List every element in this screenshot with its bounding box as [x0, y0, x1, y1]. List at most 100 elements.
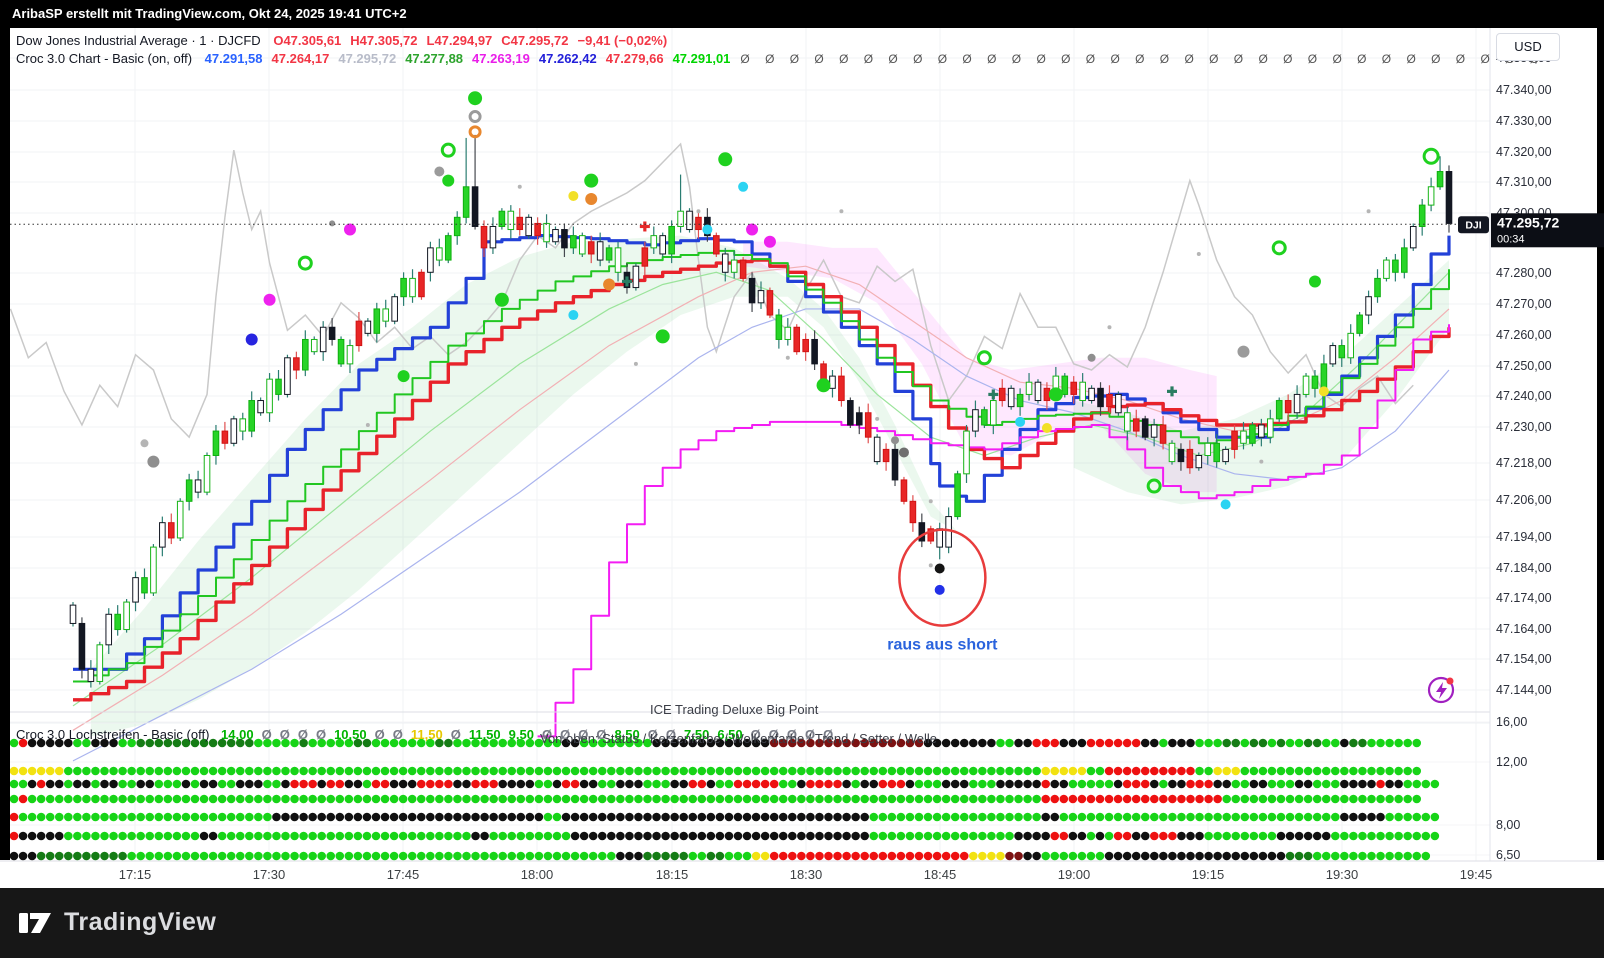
- candle: [195, 471, 201, 498]
- candle: [320, 321, 326, 361]
- signal-ring: [1273, 242, 1285, 254]
- legend-value: Ø: [393, 727, 403, 742]
- bottom-pane-axis[interactable]: 16,0012,008,006,50: [1496, 715, 1527, 862]
- bottom-axis-label: 16,00: [1496, 715, 1527, 729]
- price-axis-label: 47.320,00: [1496, 145, 1552, 159]
- legend-value: O47.305,61: [273, 33, 341, 48]
- candle: [356, 312, 362, 352]
- signal-dot: [929, 563, 933, 567]
- signal-dot: [656, 329, 670, 343]
- candle: [955, 471, 961, 520]
- candle: [124, 599, 130, 633]
- signal-dot: [929, 499, 933, 503]
- candle: [910, 495, 916, 532]
- signal-ring: [470, 127, 480, 137]
- badge-price: 47.295,72: [1497, 214, 1559, 230]
- signal-dot: [442, 175, 454, 187]
- tradingview-wordmark[interactable]: TradingView: [64, 908, 216, 937]
- legend-value: 47.279,66: [606, 51, 664, 66]
- tradingview-logo-icon[interactable]: [18, 910, 54, 936]
- legend-value: 47.262,42: [539, 51, 597, 66]
- legend-value: 47.291,58: [205, 51, 263, 66]
- legend-value: H47.305,72: [350, 33, 417, 48]
- candle: [687, 208, 693, 232]
- signal-ring: [442, 144, 454, 156]
- price-axis-label: 47.164,00: [1496, 622, 1552, 636]
- time-axis-label: 17:15: [119, 867, 152, 882]
- price-axis-label: 47.194,00: [1496, 530, 1552, 544]
- price-axis-label: 47.184,00: [1496, 561, 1552, 575]
- signal-dot: [1049, 387, 1063, 401]
- annotation-label[interactable]: raus aus short: [887, 637, 998, 654]
- legend-value: 47.295,72: [338, 51, 396, 66]
- chart-canvas[interactable]: raus aus short 47.350,0047.340,0047.330,0…: [0, 0, 1604, 888]
- candle: [213, 425, 219, 465]
- candle: [463, 138, 469, 224]
- punch-tape-dot-matrix: [10, 739, 1439, 861]
- signal-plus: [640, 221, 650, 231]
- signal-dot: [738, 182, 748, 192]
- legend-value: Ø: [280, 727, 290, 742]
- candle: [267, 373, 273, 422]
- legend-value: 47.263,19: [472, 51, 530, 66]
- candle: [1196, 452, 1202, 470]
- dot-row-2: [10, 780, 1439, 789]
- candle: [839, 367, 845, 407]
- bottom-pane-subtitle: Von oben: Status / Kerzenfarbe / Wolkenf…: [540, 731, 937, 746]
- price-axis-label: 47.218,00: [1496, 456, 1552, 470]
- signal-ring: [470, 112, 480, 122]
- candle: [812, 330, 818, 370]
- dot-row-1: [10, 767, 1421, 776]
- price-axis-label: 47.340,00: [1496, 83, 1552, 97]
- candle: [142, 568, 148, 599]
- candle: [1348, 324, 1354, 364]
- signal-ring: [1424, 149, 1438, 163]
- price-axis-label: 47.250,00: [1496, 359, 1552, 373]
- signal-dot: [1237, 346, 1249, 358]
- signal-dot: [344, 224, 356, 236]
- currency-usd-button[interactable]: USD: [1496, 33, 1560, 61]
- candle: [1428, 178, 1434, 212]
- signal-dot: [1309, 275, 1321, 287]
- candle: [240, 413, 246, 440]
- candle: [740, 257, 746, 281]
- candle: [848, 397, 854, 428]
- candle: [311, 336, 317, 354]
- candle: [749, 272, 755, 312]
- time-axis-label: 18:30: [790, 867, 823, 882]
- time-axis-label: 17:30: [253, 867, 286, 882]
- bottom-pane-title: ICE Trading Deluxe Big Point: [650, 702, 818, 717]
- right-edge-strip: [1597, 28, 1604, 860]
- candle: [231, 416, 237, 447]
- signal-dot: [584, 174, 598, 188]
- time-axis-label: 19:45: [1460, 867, 1493, 882]
- signal-dot: [839, 209, 843, 213]
- price-axis[interactable]: 47.350,0047.340,0047.330,0047.320,0047.3…: [1496, 51, 1552, 697]
- candle: [928, 526, 934, 544]
- candle: [714, 233, 720, 257]
- flash-boost-icon[interactable]: [1429, 678, 1454, 703]
- candle: [410, 269, 416, 303]
- legend-value: Ø: [375, 727, 385, 742]
- signal-dot: [495, 293, 509, 307]
- candle: [294, 352, 300, 379]
- bottom-axis-label: 12,00: [1496, 755, 1527, 769]
- candle: [186, 474, 192, 511]
- candle: [606, 245, 612, 263]
- signal-dot: [568, 191, 578, 201]
- candle: [79, 617, 85, 678]
- signal-dot: [786, 356, 790, 360]
- footer-bar: TradingView: [0, 888, 1604, 958]
- candle: [70, 602, 76, 626]
- candle: [1402, 239, 1408, 279]
- signal-dot: [899, 447, 909, 457]
- candle: [830, 370, 836, 397]
- candle: [481, 220, 487, 257]
- signal-dot: [1107, 325, 1111, 329]
- price-axis-label: 47.240,00: [1496, 389, 1552, 403]
- candle: [901, 477, 907, 504]
- candle: [1116, 391, 1122, 415]
- price-axis-label: 47.280,00: [1496, 266, 1552, 280]
- time-axis[interactable]: 17:1517:3017:4518:0018:1518:3018:4519:00…: [119, 867, 1493, 882]
- candle: [696, 211, 702, 238]
